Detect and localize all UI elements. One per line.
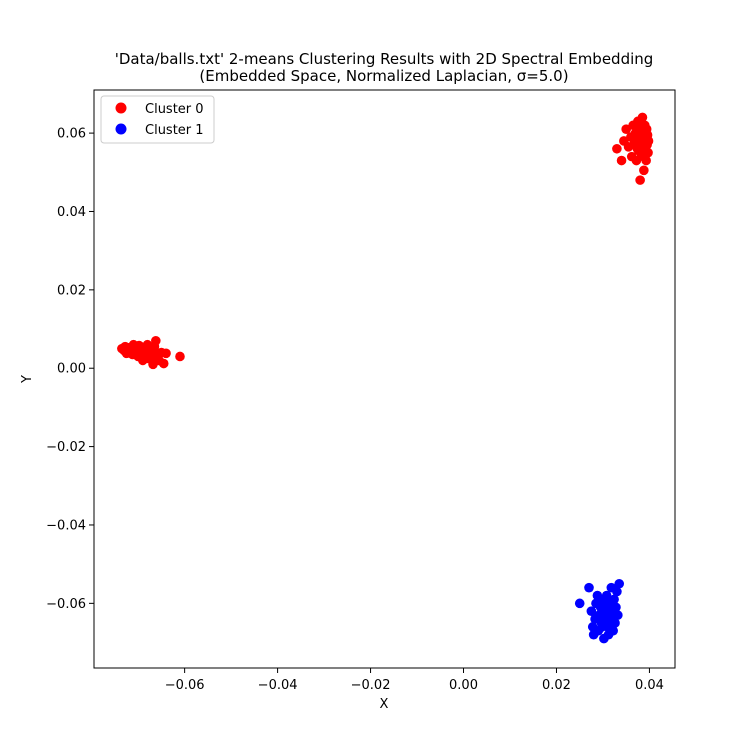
point-cluster-0-35 [621,124,631,134]
y-axis: −0.06 −0.04 −0.02 0.00 0.02 0.04 0.06 [46,127,94,612]
y-tick-label: −0.06 [46,597,86,612]
point-cluster-0-27 [175,351,185,362]
point-cluster-0-49 [637,112,648,123]
point-cluster-0-25 [158,358,169,369]
point-cluster-0-21 [151,335,161,346]
point-cluster-1-29 [614,578,625,589]
point-cluster-1-23 [608,625,618,636]
points-layer [117,112,654,644]
legend-marker-cluster-0 [115,102,127,114]
point-cluster-1-16 [601,590,612,601]
point-cluster-0-26 [161,348,171,359]
point-cluster-1-27 [612,586,622,597]
x-tick-label: −0.04 [258,678,298,693]
y-tick-label: −0.04 [46,518,86,533]
point-cluster-0-61 [643,136,654,146]
x-tick-label: 0.04 [635,678,664,693]
x-tick-label: 0.02 [542,678,571,693]
point-cluster-0-62 [632,143,643,154]
point-cluster-1-24 [609,594,619,605]
point-cluster-0-28 [121,348,132,359]
y-tick-label: 0.00 [57,362,86,377]
chart-title: 'Data/balls.txt' 2-means Clustering Resu… [115,50,654,68]
point-cluster-1-2 [586,606,597,616]
point-cluster-0-51 [639,165,649,176]
y-tick-label: 0.04 [57,205,86,220]
legend: Cluster 0 Cluster 1 [100,95,215,144]
plot-frame [93,89,676,669]
y-axis-label: Y [20,375,35,384]
legend-marker-cluster-1 [115,123,127,135]
point-cluster-0-46 [635,175,645,185]
point-cluster-1-1 [584,582,594,593]
legend-label-cluster-1: Cluster 1 [145,123,204,138]
x-tick-label: −0.06 [165,678,205,693]
legend-label-cluster-0: Cluster 0 [145,102,204,117]
x-tick-label: −0.02 [351,678,391,693]
point-cluster-1-28 [613,610,623,620]
point-cluster-0-33 [616,155,627,166]
y-tick-label: −0.02 [46,440,86,455]
point-cluster-1-30 [597,622,607,632]
point-cluster-1-0 [574,598,585,609]
y-tick-label: 0.02 [57,283,86,298]
x-tick-label: 0.00 [449,678,478,693]
y-tick-label: 0.06 [57,127,86,142]
point-cluster-1-25 [610,618,620,628]
point-cluster-1-26 [611,602,621,613]
x-axis: −0.06 −0.04 −0.02 0.00 0.02 0.04 [165,668,664,693]
point-cluster-0-31 [141,346,152,357]
point-cluster-0-32 [612,143,622,154]
x-axis-label: X [380,697,389,712]
point-cluster-0-63 [638,151,649,162]
legend-box [100,95,215,144]
point-cluster-1-31 [602,602,612,613]
chart-subtitle: (Embedded Space, Normalized Laplacian, σ… [199,67,568,85]
